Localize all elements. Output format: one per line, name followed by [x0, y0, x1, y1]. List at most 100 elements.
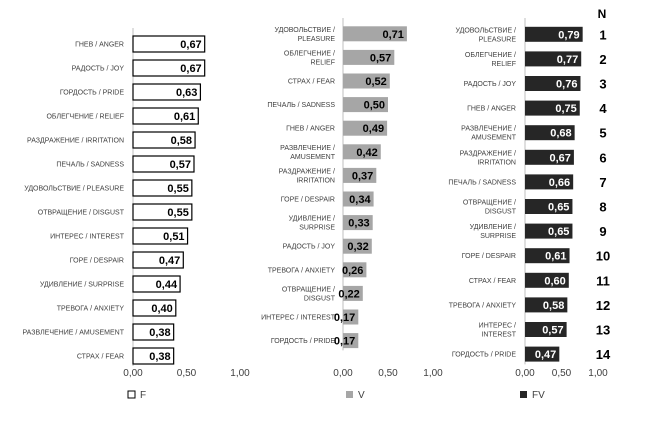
panel-v-bar — [343, 238, 372, 254]
panel-v-data-label: 0,17 — [334, 336, 355, 348]
panel-f-data-label: 0,44 — [156, 279, 178, 291]
rank-number: 14 — [596, 347, 611, 362]
panel-fv-category-label: ГОРДОСТЬ / PRIDE — [452, 352, 516, 359]
rank-number: 9 — [599, 224, 606, 239]
panel-fv-category-label: ИНТЕРЕС / — [479, 323, 516, 330]
panel-f-tick-label: 0,50 — [177, 368, 197, 379]
panel-fv-bar — [525, 322, 567, 337]
panel-v-data-label: 0,22 — [338, 288, 359, 300]
panel-fv-data-label: 0,76 — [556, 79, 577, 91]
panel-fv-bar — [525, 297, 568, 313]
panel-v-category-label: ТРЕВОГА / ANXIETY — [268, 267, 336, 274]
rank-number: 2 — [599, 52, 606, 67]
panel-v-category-label: РАЗВЛЕЧЕНИЕ / — [280, 145, 335, 152]
panel-f-data-label: 0,61 — [174, 111, 195, 123]
panel-f-data-label: 0,67 — [180, 63, 201, 75]
panel-f-category-label: ОТВРАЩЕНИЕ / DISGUST — [38, 210, 125, 217]
panel-fv-data-label: 0,65 — [548, 226, 569, 238]
panel-v-data-label: 0,52 — [365, 76, 386, 88]
panel-fv-category-label: ГНЕВ / ANGER — [467, 106, 516, 113]
panel-v-bar — [343, 120, 388, 136]
panel-fv-data-label: 0,60 — [544, 275, 565, 287]
panel-fv-category-label: PLEASURE — [479, 36, 517, 43]
panel-v-bar — [343, 144, 381, 160]
panel-f-bar — [132, 131, 196, 149]
panel-f-data-label: 0,38 — [149, 327, 170, 339]
panel-f-bar — [132, 251, 184, 269]
panel-f-bar — [132, 323, 175, 341]
panel-f-data-label: 0,67 — [180, 39, 201, 51]
panel-fv-data-label: 0,58 — [543, 300, 564, 312]
panel-v-legend-swatch — [346, 391, 353, 398]
rank-header: N — [598, 7, 607, 21]
panel-fv-data-label: 0,65 — [548, 202, 569, 214]
panel-fv-data-label: 0,67 — [549, 152, 570, 164]
panel-v-data-label: 0,49 — [363, 123, 384, 135]
panel-fv-category-label: УДОВОЛЬСТВИЕ / — [455, 27, 516, 34]
panel-fv-bar — [525, 248, 570, 264]
panel-fv-data-label: 0,75 — [555, 103, 576, 115]
panel-v-data-label: 0,17 — [334, 312, 355, 324]
panel-fv-bar — [525, 76, 581, 91]
panel-f-category-label: ОБЛЕГЧЕНИЕ / RELIEF — [46, 114, 124, 121]
panel-fv-legend-label: FV — [532, 390, 545, 401]
panel-fv-category-label: ГОРЕ / DESPAIR — [462, 253, 516, 260]
panel-fv-data-label: 0,66 — [549, 177, 570, 189]
panel-v-bar — [343, 191, 374, 207]
panel-v-category-label: SURPRISE — [299, 225, 335, 232]
panel-f-category-label: РАЗДРАЖЕНИЕ / IRRITATION — [27, 138, 124, 145]
panel-fv-bar — [525, 199, 573, 214]
panel-f-data-label: 0,38 — [149, 351, 170, 363]
panel-v-data-label: 0,50 — [364, 100, 385, 112]
panel-v-category-label: УДИВЛЕНИЕ / — [289, 216, 335, 223]
panel-fv-category-label: DISGUST — [485, 209, 517, 216]
panel-v-data-label: 0,32 — [347, 241, 368, 253]
panel-v-category-label: ГНЕВ / ANGER — [286, 126, 335, 133]
rank-number: 4 — [599, 101, 607, 116]
panel-v-category-label: DISGUST — [304, 295, 336, 302]
panel-f-bar — [132, 203, 193, 221]
panel-fv-bar — [525, 100, 580, 116]
panel-v-category-label: IRRITATION — [296, 177, 335, 184]
panel-fv-tick-label: 1,00 — [588, 368, 608, 379]
panel-f-category-label: СТРАХ / FEAR — [77, 354, 124, 361]
panel-f-bar — [132, 275, 181, 293]
rank-number: 7 — [599, 175, 606, 190]
panel-fv-bar — [525, 26, 583, 42]
panel-fv-category-label: ТРЕВОГА / ANXIETY — [449, 302, 517, 309]
panel-fv-category-label: AMUSEMENT — [471, 135, 516, 142]
panel-v-category-label: ИНТЕРЕС / INTEREST — [261, 315, 336, 322]
panel-v-bar — [343, 167, 377, 183]
panel-fv-data-label: 0,79 — [558, 29, 579, 41]
panel-fv-category-label: РАЗВЛЕЧЕНИЕ / — [461, 126, 516, 133]
panel-v-data-label: 0,33 — [348, 218, 369, 230]
panel-f-data-label: 0,55 — [167, 207, 188, 219]
rank-number: 10 — [596, 249, 610, 264]
panel-v-data-label: 0,71 — [382, 29, 403, 41]
panel-f-bar — [132, 59, 206, 77]
panel-f-bar — [132, 347, 175, 365]
panel-v-category-label: ОТВРАЩЕНИЕ / — [282, 286, 335, 293]
panel-f-bar — [132, 299, 177, 317]
panel-f-category-label: УДИВЛЕНИЕ / SURPRISE — [40, 282, 124, 289]
panel-f-category-label: УДОВОЛЬСТВИЕ / PLEASURE — [24, 186, 124, 193]
panel-fv-data-label: 0,47 — [535, 349, 556, 361]
panel-f-data-label: 0,58 — [171, 135, 192, 147]
panel-v-tick-label: 0,50 — [378, 368, 398, 379]
panel-f-category-label: ТРЕВОГА / ANXIETY — [57, 306, 125, 313]
panel-v-category-label: РАЗДРАЖЕНИЕ / — [279, 168, 335, 175]
rank-number: 12 — [596, 298, 610, 313]
panel-fv-bar — [525, 174, 574, 190]
panel-fv-category-label: SURPRISE — [480, 233, 516, 240]
rank-number: 13 — [596, 323, 610, 338]
rank-number: 6 — [599, 150, 606, 165]
panel-v-data-label: 0,37 — [352, 170, 373, 182]
panel-v-data-label: 0,34 — [349, 194, 371, 206]
panel-fv-category-label: RELIEF — [491, 61, 516, 68]
panel-v-bar — [343, 333, 359, 349]
panel-fv-category-label: СТРАХ / FEAR — [469, 278, 516, 285]
panel-f-category-label: ГОРЕ / DESPAIR — [70, 258, 124, 265]
panel-fv-data-label: 0,61 — [545, 251, 566, 263]
panel-fv-bar — [525, 51, 582, 67]
panel-v-bar — [343, 262, 367, 278]
